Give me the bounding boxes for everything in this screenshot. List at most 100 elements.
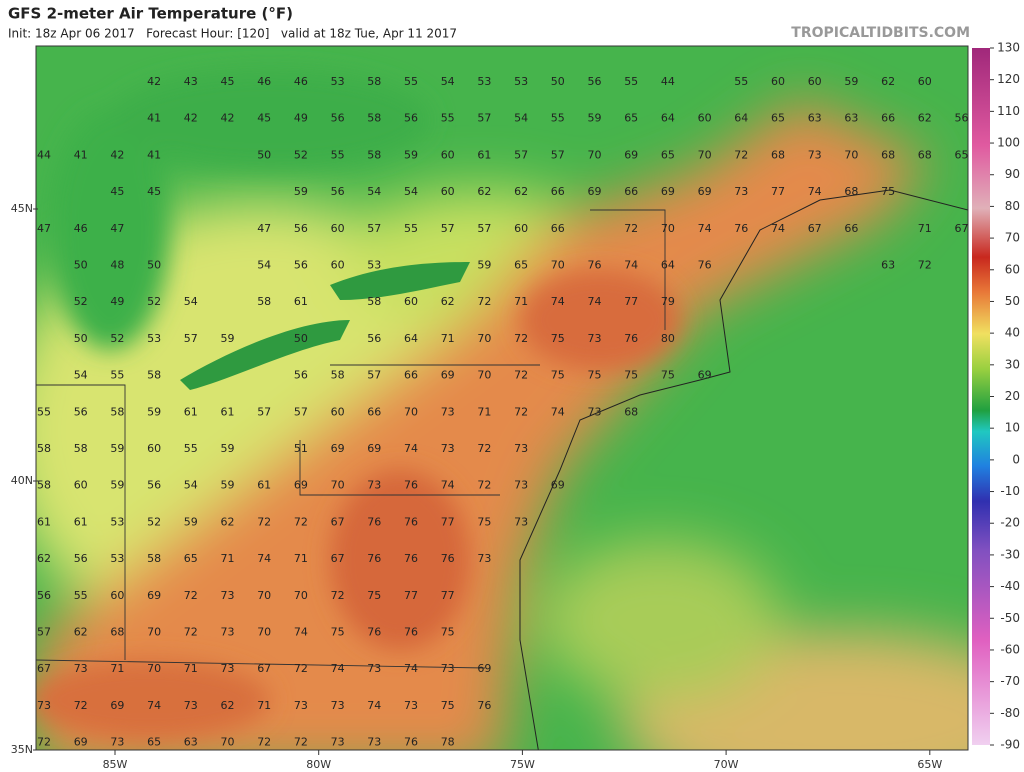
colorbar-label: 40 <box>1005 326 1020 340</box>
station-temp: 55 <box>404 75 418 88</box>
station-temp: 62 <box>221 699 235 712</box>
colorbar-label: 110 <box>997 104 1020 118</box>
station-temp: 72 <box>257 736 271 749</box>
station-temp: 70 <box>221 736 235 749</box>
station-temp: 65 <box>147 736 161 749</box>
station-temp: 55 <box>404 222 418 235</box>
station-temp: 50 <box>147 259 161 272</box>
station-temp: 75 <box>441 626 455 639</box>
station-temp: 65 <box>955 148 969 161</box>
station-temp: 61 <box>37 515 51 528</box>
station-temp: 50 <box>257 148 271 161</box>
station-temp: 44 <box>661 75 675 88</box>
station-temp: 60 <box>514 222 528 235</box>
station-temp: 75 <box>367 589 381 602</box>
station-temp: 65 <box>624 112 638 125</box>
station-temp: 71 <box>257 699 271 712</box>
station-temp: 56 <box>37 589 51 602</box>
station-temp: 59 <box>477 259 491 272</box>
station-temp: 69 <box>147 589 161 602</box>
station-temp: 64 <box>661 259 675 272</box>
colorbar-label: -60 <box>1000 642 1020 656</box>
station-temp: 56 <box>294 369 308 382</box>
station-temp: 76 <box>441 552 455 565</box>
station-temp: 57 <box>477 112 491 125</box>
station-temp: 50 <box>74 259 88 272</box>
station-temp: 47 <box>110 222 124 235</box>
map-frame <box>35 45 969 751</box>
colorbar-label: 120 <box>997 72 1020 86</box>
station-temp: 48 <box>110 259 124 272</box>
station-temp: 60 <box>771 75 785 88</box>
station-temp: 73 <box>367 736 381 749</box>
lon-label: 85W <box>103 758 128 771</box>
lon-label: 80W <box>306 758 331 771</box>
station-temp: 52 <box>294 148 308 161</box>
station-temp: 71 <box>477 405 491 418</box>
station-temp: 56 <box>147 479 161 492</box>
station-temp: 75 <box>551 369 565 382</box>
station-temp: 66 <box>367 405 381 418</box>
station-temp: 61 <box>184 405 198 418</box>
station-temp: 59 <box>404 148 418 161</box>
station-temp: 55 <box>74 589 88 602</box>
station-temp: 54 <box>441 75 455 88</box>
colorbar-label: -40 <box>1000 579 1020 593</box>
station-temp: 59 <box>221 332 235 345</box>
station-temp: 75 <box>331 626 345 639</box>
station-temp: 69 <box>441 369 455 382</box>
station-temp: 70 <box>698 148 712 161</box>
station-temp: 77 <box>441 589 455 602</box>
station-temp: 58 <box>74 442 88 455</box>
station-temp: 58 <box>37 442 51 455</box>
station-temp: 56 <box>74 552 88 565</box>
station-temp: 62 <box>221 515 235 528</box>
station-temp: 60 <box>74 479 88 492</box>
station-temp: 42 <box>110 148 124 161</box>
station-temp: 69 <box>698 369 712 382</box>
station-temp: 65 <box>184 552 198 565</box>
title: GFS 2-meter Air Temperature (°F) <box>8 5 293 23</box>
station-temp: 74 <box>698 222 712 235</box>
station-temp: 73 <box>588 332 602 345</box>
station-temp: 76 <box>404 552 418 565</box>
station-temp: 67 <box>37 662 51 675</box>
station-temp: 72 <box>477 442 491 455</box>
station-temp: 76 <box>404 479 418 492</box>
station-temp: 42 <box>184 112 198 125</box>
station-temp: 54 <box>367 185 381 198</box>
station-temp: 70 <box>147 626 161 639</box>
station-temp: 74 <box>441 479 455 492</box>
station-temp: 57 <box>294 405 308 418</box>
station-temp: 60 <box>404 295 418 308</box>
station-temp: 64 <box>661 112 675 125</box>
station-temp: 74 <box>331 662 345 675</box>
station-temp: 55 <box>441 112 455 125</box>
station-temp: 59 <box>844 75 858 88</box>
colorbar-label: 80 <box>1005 199 1020 213</box>
lat-label: 35N <box>11 743 33 756</box>
colorbar-label: -70 <box>1000 674 1020 688</box>
station-temp: 74 <box>257 552 271 565</box>
station-temp: 72 <box>477 479 491 492</box>
station-temp: 76 <box>404 736 418 749</box>
station-temp: 59 <box>147 405 161 418</box>
station-temp: 60 <box>918 75 932 88</box>
station-temp: 55 <box>331 148 345 161</box>
station-temp: 66 <box>624 185 638 198</box>
station-temp: 75 <box>477 515 491 528</box>
station-temp: 70 <box>477 332 491 345</box>
station-temp: 76 <box>404 626 418 639</box>
station-temp: 58 <box>147 369 161 382</box>
station-temp: 67 <box>331 552 345 565</box>
station-temp: 68 <box>624 405 638 418</box>
station-temp: 57 <box>184 332 198 345</box>
station-temp: 57 <box>257 405 271 418</box>
station-temp: 57 <box>441 222 455 235</box>
station-temp: 55 <box>184 442 198 455</box>
station-temp: 73 <box>441 405 455 418</box>
station-temp: 56 <box>404 112 418 125</box>
station-temp: 58 <box>110 405 124 418</box>
station-temp: 65 <box>514 259 528 272</box>
station-temp: 42 <box>147 75 161 88</box>
